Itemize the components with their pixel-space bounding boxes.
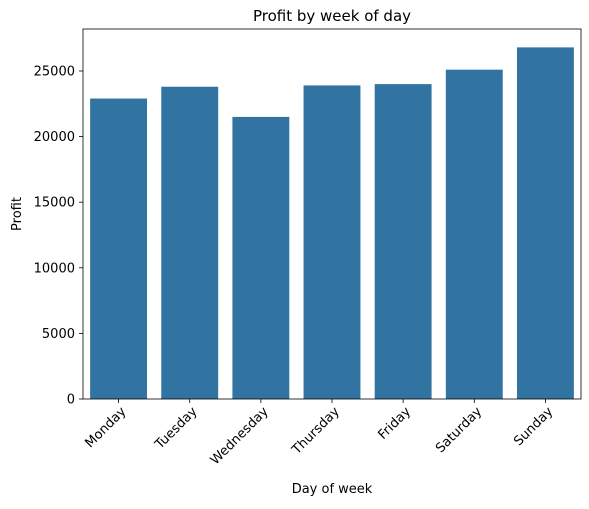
bars-layer: [90, 47, 574, 400]
chart-title: Profit by week of day: [253, 7, 411, 25]
x-axis-ticks: Monday Tuesday Wednesday Thursday Friday Satu…: [82, 399, 556, 468]
y-tick-label: 15000: [34, 196, 75, 211]
bar-monday: [90, 98, 148, 399]
x-tick-label: Thursday: [289, 404, 343, 458]
bar-wednesday: [232, 116, 290, 399]
y-tick-label: 20000: [34, 130, 75, 145]
y-axis-label: Profit: [10, 197, 25, 231]
plot-frame: [82, 28, 582, 400]
y-axis-ticks: 0 5000 10000 15000 20000 25000: [34, 64, 83, 408]
x-tick-label: Tuesday: [152, 404, 201, 453]
x-tick-label: Saturday: [433, 404, 485, 456]
bar-friday: [374, 84, 432, 400]
y-tick-label: 25000: [34, 64, 75, 79]
bar-saturday: [445, 69, 503, 400]
bar-thursday: [303, 85, 361, 400]
bar-sunday: [516, 47, 574, 400]
x-tick-label: Monday: [82, 404, 129, 451]
x-tick-label: Sunday: [511, 404, 556, 449]
x-tick-label: Friday: [376, 404, 415, 443]
bar-tuesday: [161, 86, 219, 399]
x-axis-label: Day of week: [292, 482, 373, 497]
x-tick-label: Wednesday: [208, 404, 272, 468]
y-tick-label: 5000: [42, 327, 75, 342]
y-tick-label: 10000: [34, 261, 75, 276]
y-tick-label: 0: [67, 393, 75, 408]
